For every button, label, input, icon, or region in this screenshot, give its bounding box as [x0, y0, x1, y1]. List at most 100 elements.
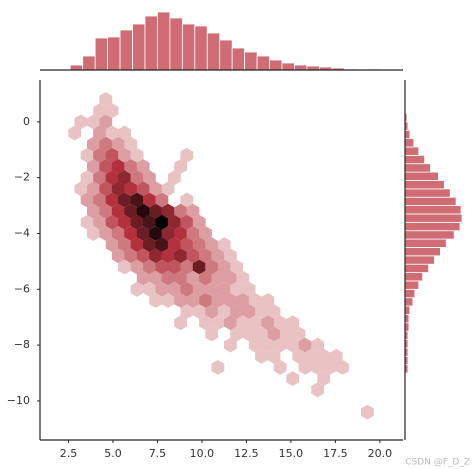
y-hist-bar — [404, 163, 431, 173]
hexbin-cell — [74, 181, 88, 197]
x-hist-bar — [157, 11, 171, 71]
hexbin-cell — [286, 315, 300, 331]
hexbin-cell — [118, 147, 131, 163]
hexbin-cell — [273, 315, 287, 331]
y-hist-bar — [404, 138, 415, 148]
hexbin-cell — [118, 192, 131, 208]
hexbin-cell — [80, 170, 94, 186]
hexbin-cell — [305, 348, 318, 364]
x-hist-bar — [231, 47, 246, 71]
hexbin-cell — [105, 125, 119, 141]
hexbin-cell — [186, 248, 200, 264]
hexbin-cell — [93, 103, 106, 119]
hexbin-cell — [286, 371, 300, 386]
y-hist-bar — [404, 272, 424, 282]
x-hist-bar — [169, 17, 183, 71]
hexbin-cell — [224, 315, 237, 331]
hexbin-cell — [136, 226, 150, 241]
hexbin-cell — [93, 147, 106, 163]
hexbin-cell — [136, 159, 150, 174]
hexbin-cell — [155, 192, 169, 208]
hexbin-cell — [180, 304, 194, 319]
hexbin-cell — [261, 315, 275, 331]
hexbin-cell — [180, 192, 194, 208]
y-hist-bar — [404, 221, 461, 232]
hexbin-cell — [155, 259, 169, 275]
hexbin-cell — [87, 226, 100, 241]
y-hist-bar — [404, 305, 411, 315]
x-tick-label: 15.0 — [279, 447, 304, 460]
hexbin-cell — [99, 92, 113, 107]
hexbin-cell — [161, 226, 175, 241]
hexbin-cell — [174, 270, 187, 286]
hexbin-cell — [155, 237, 169, 253]
hexbin-cell — [292, 348, 306, 364]
x-hist-bar — [219, 39, 233, 71]
hexbin-cell — [143, 170, 156, 186]
hexbin-cell — [124, 248, 138, 264]
hexbin-cell — [130, 147, 144, 163]
hexbin-cell — [136, 270, 150, 286]
x-hist-bar — [256, 55, 270, 71]
x-hist-bar — [144, 15, 158, 71]
hexbin-cell — [217, 259, 231, 275]
hexbin-cell — [80, 192, 94, 208]
hexbin-cell — [224, 270, 237, 286]
hexbin-cell — [236, 315, 250, 331]
hexbin-cell — [149, 226, 163, 241]
hexbin-cell — [87, 114, 100, 130]
hexbin-cell — [192, 214, 206, 230]
hexbin-cell — [130, 170, 144, 186]
hexbin-cell — [180, 147, 194, 163]
hexbin-cell — [199, 226, 212, 241]
hexbin-cell — [329, 348, 343, 364]
hexbin-cell — [261, 293, 275, 308]
hexbin-cell — [217, 304, 231, 319]
hexbin-cell — [105, 147, 119, 163]
hexbin-cell — [149, 181, 163, 197]
x-hist-bar — [107, 36, 121, 71]
hexbin-cell — [230, 326, 243, 342]
hexbin-cell — [236, 270, 250, 286]
hexbin-cell — [180, 237, 194, 253]
hexbin-cell — [242, 281, 256, 297]
hexbin-cell — [186, 226, 200, 241]
x-tick-label: 5.0 — [104, 447, 122, 460]
hexbin-cell — [99, 114, 113, 130]
hexbin-cell — [136, 248, 150, 264]
hexbin-cell — [68, 125, 82, 141]
x-hist-bar — [82, 55, 96, 71]
y-tick-label: 0 — [23, 115, 30, 128]
hexbin-cell — [124, 226, 138, 241]
hexbin-cell — [255, 348, 268, 364]
hexbin-cell — [155, 281, 169, 297]
hexbin-cell — [192, 237, 206, 253]
hexbin-cell — [174, 293, 187, 308]
y-hist-bar — [404, 188, 451, 198]
hexbin-cell — [80, 147, 94, 163]
hexbin-cell — [230, 281, 243, 297]
hexbin-cell — [143, 214, 156, 230]
hexbin-cell — [118, 214, 131, 230]
hexbin-cell — [205, 326, 219, 342]
y-hist-bar — [404, 205, 462, 215]
hexbin-cell — [80, 214, 94, 230]
hexbin-cell — [111, 203, 125, 219]
hexbin-cell — [267, 304, 281, 319]
y-hist-bar — [404, 171, 439, 181]
hexbin-cell — [87, 181, 100, 197]
y-tick-label: −6 — [14, 282, 30, 295]
hexbin-cell — [143, 281, 156, 297]
watermark: CSDN @F_D_Z — [405, 458, 470, 468]
hexbin-cell — [205, 304, 219, 319]
hexbin-cell — [118, 170, 131, 186]
hexbin-cell — [174, 248, 187, 264]
hexbin-cell — [267, 348, 281, 364]
hexbin-cell — [167, 281, 181, 297]
hexbin-cell — [280, 326, 293, 342]
hexbin-cell — [255, 326, 268, 342]
hexbin-cell — [186, 270, 200, 286]
hexbin-cell — [248, 315, 262, 331]
hexbin-cell — [211, 248, 225, 264]
hexbin-cell — [143, 259, 156, 275]
